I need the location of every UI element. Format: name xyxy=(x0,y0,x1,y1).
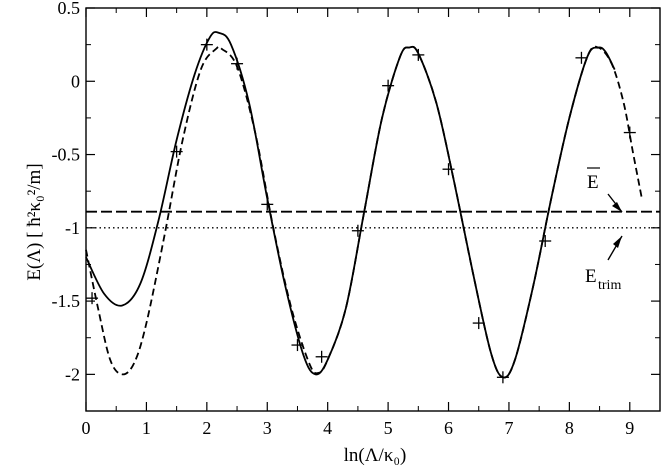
plus-marker xyxy=(200,38,213,51)
plot-frame xyxy=(85,7,661,412)
y-tick-label: 0.5 xyxy=(58,0,81,18)
plot-border xyxy=(85,7,661,412)
x-tick-label: 3 xyxy=(263,418,272,438)
e-trim-label: E xyxy=(585,266,597,287)
x-tick-label: 9 xyxy=(625,418,634,438)
plus-marker xyxy=(351,224,364,237)
x-tick-label: 7 xyxy=(504,418,513,438)
x-axis-label: ln(Λ/κ₀) xyxy=(344,445,407,466)
x-tick-label: 0 xyxy=(82,418,91,438)
plus-marker xyxy=(623,126,636,139)
annotation-layer: E E trim xyxy=(585,167,623,293)
y-tick-label: 0 xyxy=(71,71,80,91)
plus-marker xyxy=(539,235,552,248)
e-trim-arrowhead xyxy=(613,236,622,248)
plus-marker xyxy=(170,145,183,158)
plus-marker xyxy=(412,48,425,61)
plus-marker xyxy=(442,163,455,176)
y-tick-label: -1.5 xyxy=(52,291,81,311)
plus-marker xyxy=(261,198,274,211)
y-tick-label: -2 xyxy=(65,364,80,384)
plus-marker xyxy=(575,51,588,64)
y-tick-label: -0.5 xyxy=(52,145,81,165)
plus-marker xyxy=(382,79,395,92)
plus-marker xyxy=(291,339,304,352)
plus-marker xyxy=(315,350,328,363)
plus-marker xyxy=(231,57,244,70)
x-tick-label: 1 xyxy=(142,418,151,438)
x-tick-label: 5 xyxy=(384,418,393,438)
e-bar-arrowhead xyxy=(612,202,622,212)
x-tick-label: 2 xyxy=(202,418,211,438)
x-tick-label: 4 xyxy=(323,418,332,438)
series-line-solid xyxy=(85,31,616,379)
marker-layer xyxy=(86,38,636,384)
y-axis-label: E(Λ) [ ħ²κ₀²/m] xyxy=(24,163,45,280)
axis-ticks: 0 1 2 3 4 5 6 7 8 9 0.5 0 -0.5 -1 -1.5 -2 xyxy=(52,0,660,438)
y-tick-label: -1 xyxy=(65,218,80,238)
e-bar-label: E xyxy=(587,172,599,193)
e-trim-subscript: trim xyxy=(598,278,621,293)
series-layer xyxy=(85,31,660,379)
series-line-dashed xyxy=(85,45,643,379)
plus-marker xyxy=(472,317,485,330)
x-tick-label: 8 xyxy=(565,418,574,438)
plus-marker xyxy=(86,292,99,305)
plus-marker xyxy=(496,371,509,384)
x-tick-label: 6 xyxy=(444,418,453,438)
